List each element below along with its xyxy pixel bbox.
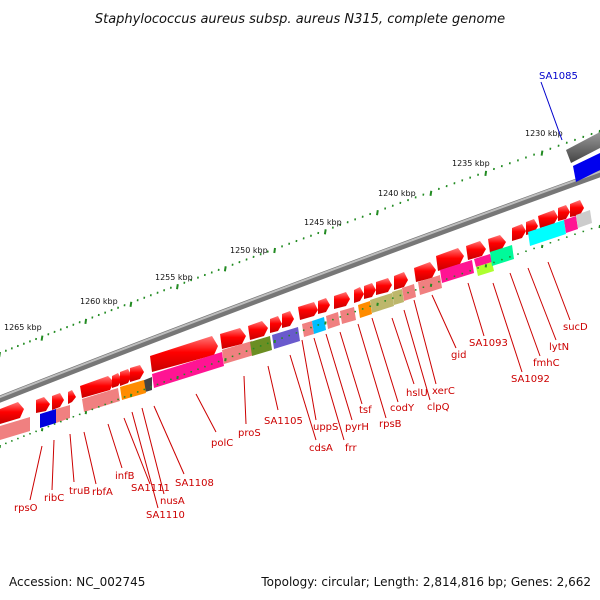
gene-arrow — [112, 373, 122, 388]
gene-label-trub: truB — [69, 486, 90, 497]
gene-arrow — [0, 402, 24, 424]
major-tick — [176, 375, 179, 380]
gene-label-upps: uppS — [313, 422, 338, 433]
gene-label-infb: infB — [115, 471, 135, 482]
gene-blue-block-top — [573, 153, 600, 182]
gene-label-clpq: clpQ — [427, 402, 450, 413]
gene-arrow — [282, 311, 294, 328]
gene-label-sa1105: SA1105 — [264, 416, 303, 427]
gene-label-sa1110: SA1110 — [146, 510, 185, 521]
gene-arrow — [414, 262, 436, 282]
scale-label-1260: 1260 kbp — [80, 297, 118, 306]
category-track — [0, 210, 592, 440]
gene-label-rpso: rpsO — [14, 503, 38, 514]
major-tick — [484, 170, 488, 177]
major-tick — [273, 247, 276, 254]
gene-sa1085-block — [566, 132, 600, 163]
gene-arrow — [570, 200, 584, 217]
gene-label-lytn: lytN — [549, 342, 569, 353]
major-tick — [84, 318, 88, 325]
major-tick — [429, 283, 433, 287]
major-tick — [40, 428, 44, 432]
gene-label-sa1093: SA1093 — [469, 338, 508, 349]
gene-label-fmhc: fmhC — [533, 358, 560, 369]
gene-arrow — [130, 365, 144, 382]
major-tick — [323, 229, 327, 235]
gene-arrow — [80, 376, 114, 398]
gene-arrow — [220, 328, 246, 349]
scale-ticks — [0, 129, 600, 358]
gene-arrow — [376, 278, 392, 295]
gene-arrow — [298, 302, 318, 320]
major-tick — [540, 244, 544, 249]
major-tick — [223, 266, 227, 272]
gene-arrow — [364, 283, 376, 299]
major-tick — [376, 302, 379, 306]
genome-title: Staphylococcus aureus subsp. aureus N315… — [95, 12, 505, 27]
gene-label-cody: codY — [390, 403, 415, 414]
gene-label-sa1085: SA1085 — [539, 71, 578, 82]
gene-label-gid: gid — [451, 350, 466, 361]
gene-label-rbfa: rbfA — [92, 487, 113, 498]
genome-backbone — [0, 169, 600, 403]
scale-label-1235: 1235 kbp — [452, 159, 490, 168]
gene-label-hslu: hslU — [406, 388, 428, 399]
gene-arrow — [270, 316, 282, 333]
gene-arrow — [334, 292, 350, 309]
major-tick — [429, 190, 433, 196]
major-tick — [129, 301, 133, 307]
scale-label-1265: 1265 kbp — [4, 323, 42, 332]
scale-label-1255: 1255 kbp — [155, 273, 193, 282]
scale-label-1250: 1250 kbp — [230, 246, 268, 255]
gene-arrow — [52, 393, 64, 410]
gene-arrow — [354, 287, 364, 303]
major-tick — [129, 393, 133, 397]
gene-label-sucd: sucD — [563, 322, 588, 333]
label-leaders — [29, 81, 571, 509]
gene-arrow — [248, 321, 268, 340]
gene-label-pros: proS — [238, 428, 261, 439]
gene-arrow — [68, 390, 76, 404]
gene-arrow-polc — [150, 336, 218, 372]
gene-label-cdsa: cdsA — [309, 443, 333, 454]
gene-arrow — [36, 397, 50, 413]
gene-arrow — [466, 241, 486, 260]
inner-ticks — [0, 224, 600, 449]
gene-arrow — [318, 298, 330, 314]
gene-label-frr: frr — [345, 443, 357, 454]
forward-genes — [0, 200, 584, 424]
scale-label-1245: 1245 kbp — [304, 218, 342, 227]
gene-label-sa1092: SA1092 — [511, 374, 550, 385]
major-tick — [40, 335, 44, 341]
gene-label-pyrh: pyrH — [345, 422, 369, 433]
gene-label-sa1111: SA1111 — [131, 483, 170, 494]
accession-text: Accession: NC_002745 — [9, 575, 145, 589]
gene-label-polc: polC — [211, 438, 233, 449]
gene-label-sa1108: SA1108 — [175, 478, 214, 489]
scale-label-1240: 1240 kbp — [378, 189, 416, 198]
gene-arrow — [120, 369, 132, 386]
gene-arrow — [512, 224, 526, 241]
gene-label-xerc: xerC — [432, 386, 455, 397]
gene-label-ribc: ribC — [44, 493, 64, 504]
major-tick — [176, 284, 179, 290]
major-tick — [324, 321, 327, 325]
gene-arrow — [538, 210, 558, 228]
scale-label-1230: 1230 kbp — [525, 129, 563, 138]
gene-label-nusa: nusA — [160, 496, 185, 507]
major-tick — [376, 210, 379, 216]
gene-arrow — [394, 272, 408, 290]
gene-label-tsf: tsf — [359, 405, 372, 416]
gene-label-rpsb: rpsB — [379, 419, 402, 430]
gene-arrow — [436, 248, 464, 271]
genome-summary-text: Topology: circular; Length: 2,814,816 bp… — [260, 575, 591, 589]
major-tick — [224, 358, 227, 362]
gene-arrow — [558, 205, 570, 221]
major-tick — [540, 150, 544, 156]
